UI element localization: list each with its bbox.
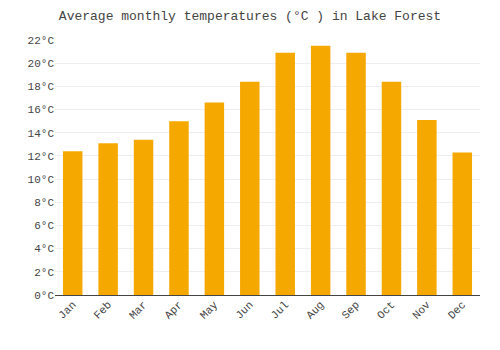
svg-text:Apr: Apr — [162, 299, 184, 321]
svg-text:10°C: 10°C — [28, 174, 55, 186]
svg-text:18°C: 18°C — [28, 81, 55, 93]
svg-text:Average monthly temperatures (: Average monthly temperatures (°C ) in La… — [59, 9, 441, 24]
svg-text:Mar: Mar — [127, 299, 149, 321]
svg-text:Jun: Jun — [233, 299, 255, 321]
svg-text:22°C: 22°C — [28, 35, 55, 47]
svg-text:Oct: Oct — [375, 299, 397, 321]
svg-text:Jul: Jul — [269, 299, 291, 321]
svg-text:Feb: Feb — [92, 299, 114, 321]
svg-text:20°C: 20°C — [28, 58, 55, 70]
svg-text:Dec: Dec — [446, 299, 468, 321]
svg-text:16°C: 16°C — [28, 104, 55, 116]
svg-text:14°C: 14°C — [28, 128, 55, 140]
svg-text:6°C: 6°C — [34, 220, 54, 232]
svg-text:2°C: 2°C — [34, 267, 54, 279]
svg-text:Nov: Nov — [410, 299, 433, 322]
svg-text:12°C: 12°C — [28, 151, 55, 163]
svg-text:May: May — [198, 299, 221, 322]
svg-text:Aug: Aug — [304, 299, 326, 321]
svg-text:0°C: 0°C — [34, 290, 54, 302]
svg-text:4°C: 4°C — [34, 243, 54, 255]
svg-text:Sep: Sep — [340, 299, 362, 321]
svg-text:8°C: 8°C — [34, 197, 54, 209]
svg-text:Jan: Jan — [56, 299, 78, 321]
